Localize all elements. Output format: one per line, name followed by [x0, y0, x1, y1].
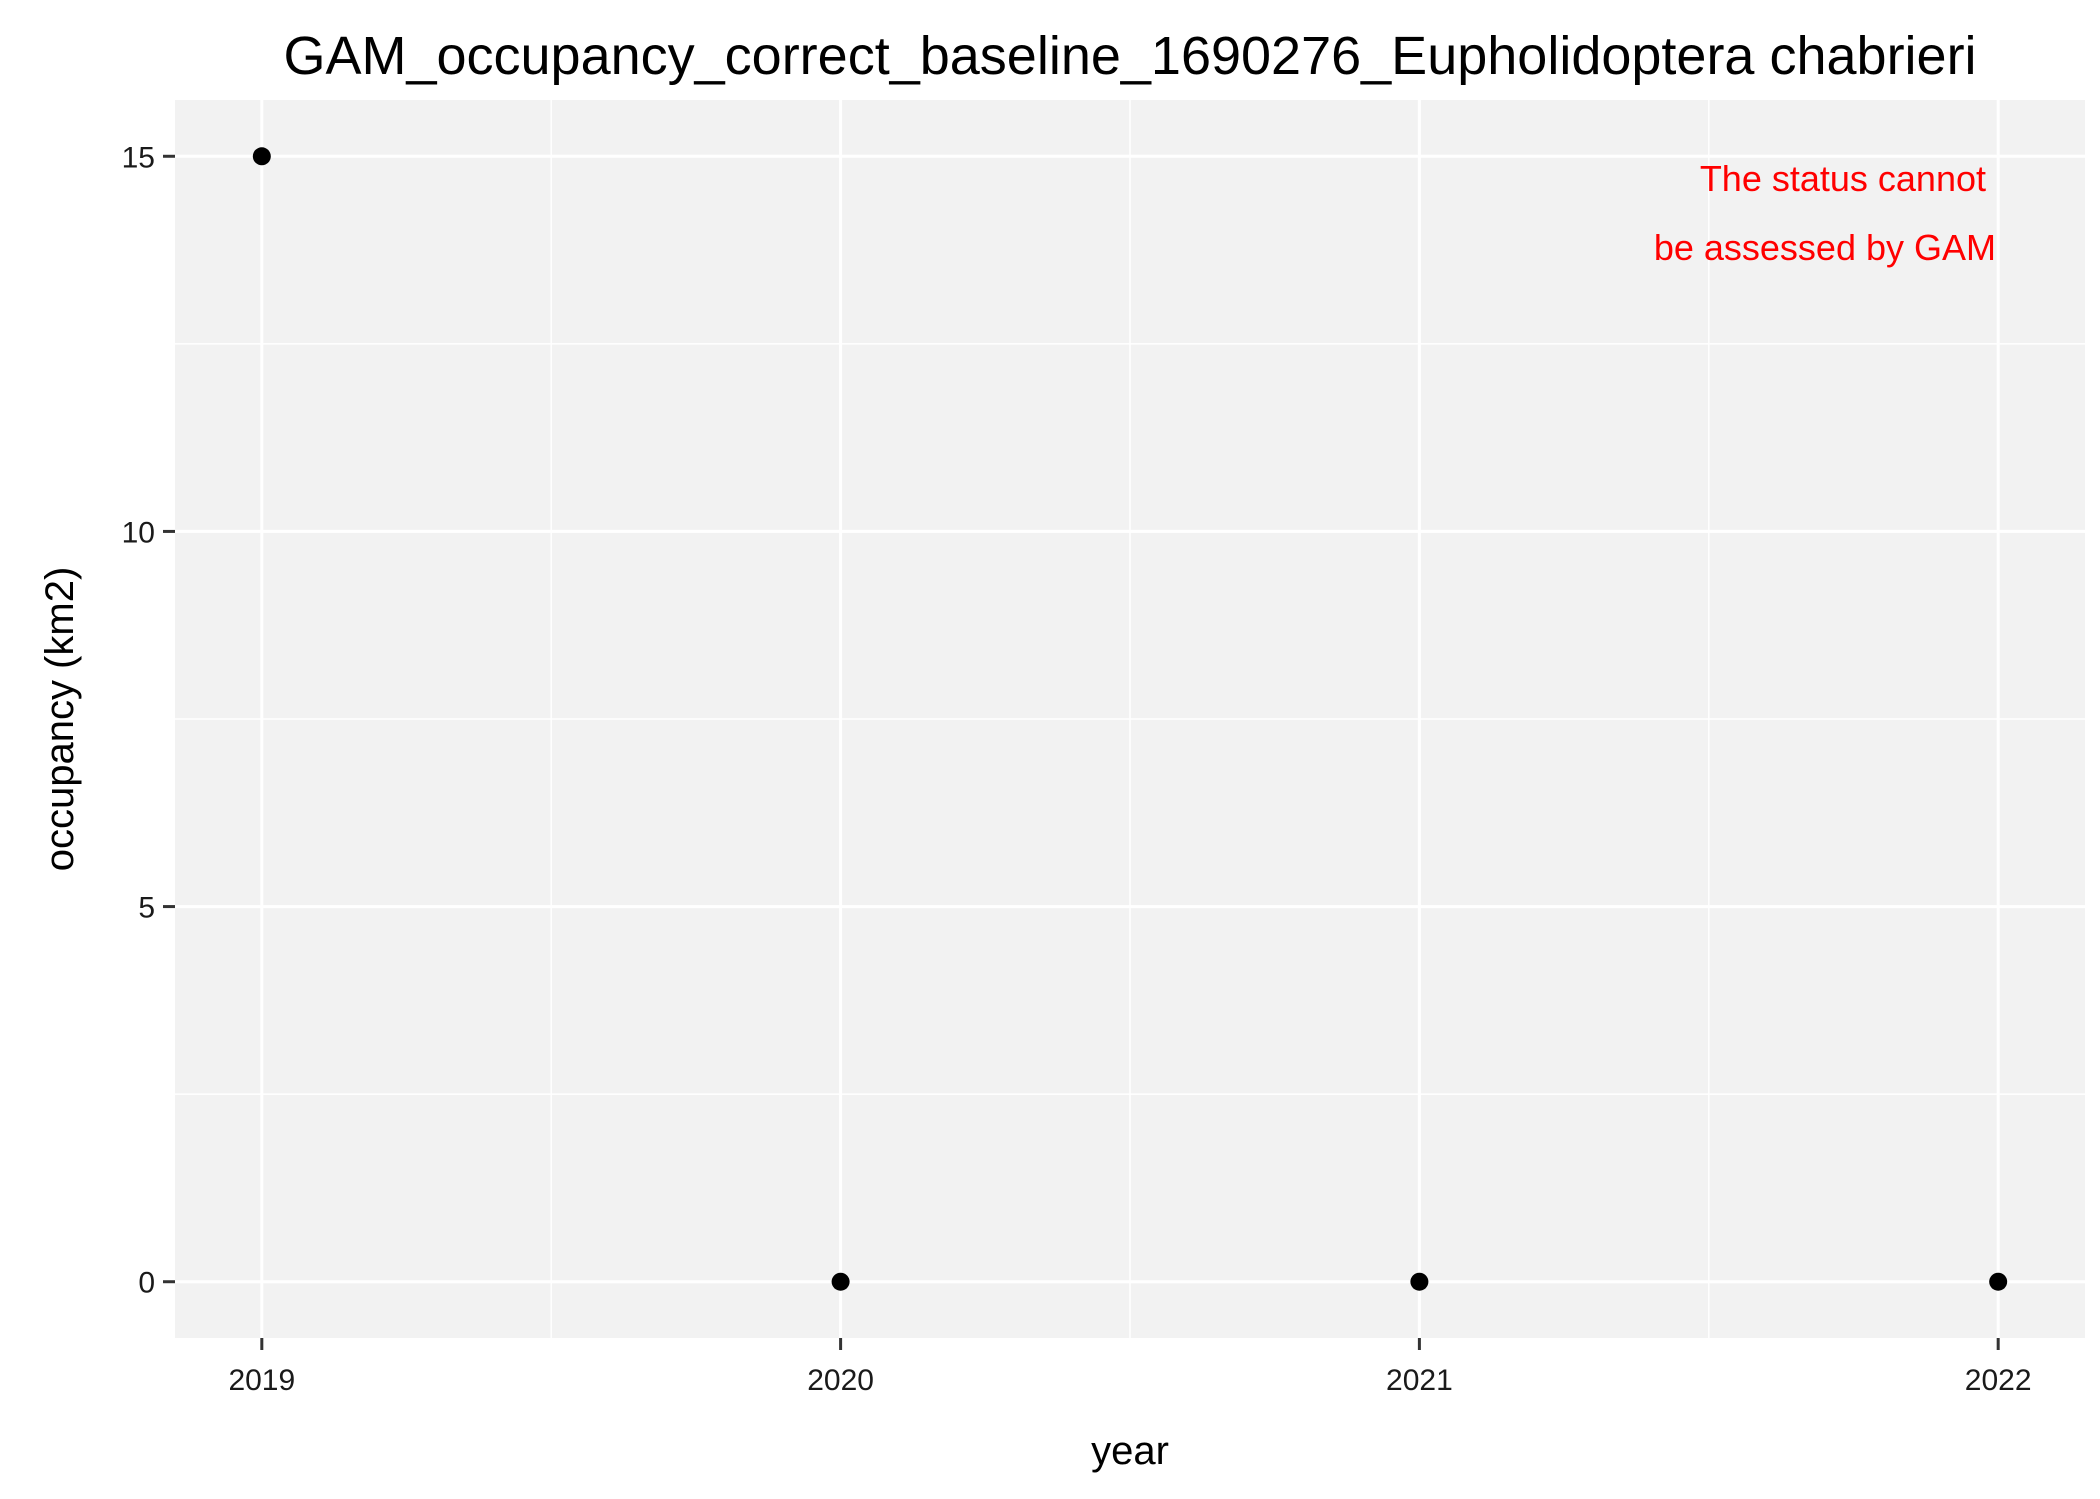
y-axis-title: occupancy (km2) [38, 567, 82, 872]
data-points [252, 147, 2008, 1291]
x-tick-label: 2022 [1965, 1364, 2032, 1397]
data-point [1989, 1272, 2008, 1291]
grid-minor-lines [175, 100, 2085, 1338]
x-axis-title: year [1091, 1429, 1169, 1473]
grid-major-lines [175, 100, 2085, 1338]
y-tick-label: 15 [122, 141, 155, 174]
chart-title: GAM_occupancy_correct_baseline_1690276_E… [283, 26, 1976, 86]
y-tick-label: 10 [122, 516, 155, 549]
data-point [831, 1272, 850, 1291]
x-tick-label: 2019 [228, 1364, 295, 1397]
annotation-line-2: be assessed by GAM [1654, 227, 1996, 268]
data-point [1410, 1272, 1429, 1291]
status-annotation: The status cannot be assessed by GAM [1654, 158, 1996, 268]
axis-ticks [163, 154, 2000, 1350]
x-tick-label: 2020 [807, 1364, 874, 1397]
y-tick-label: 0 [138, 1267, 155, 1300]
y-tick-label: 5 [138, 892, 155, 925]
annotation-line-1: The status cannot [1700, 158, 1986, 199]
tick-labels: 0 5 10 15 2019 2020 2021 2022 [122, 141, 2032, 1397]
data-point [252, 147, 271, 166]
x-tick-label: 2021 [1386, 1364, 1453, 1397]
